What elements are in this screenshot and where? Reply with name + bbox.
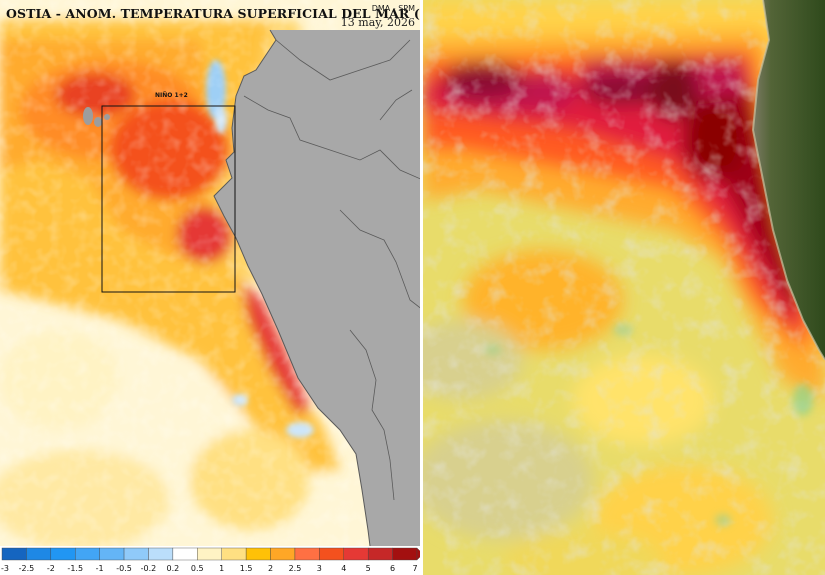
colorbar-swatches bbox=[1, 547, 423, 561]
colorbar-tick-label: 6 bbox=[390, 564, 396, 573]
colorbar-swatch bbox=[319, 547, 344, 561]
colorbar-tick-label: 0.5 bbox=[190, 564, 204, 573]
colorbar-tick-label: -1.5 bbox=[67, 564, 84, 573]
colorbar-swatch bbox=[1, 547, 27, 561]
colorbar-tick-label: -1 bbox=[95, 564, 104, 573]
nino-region-label: NIÑO 1+2 bbox=[155, 92, 188, 99]
colorbar-swatch bbox=[75, 547, 100, 561]
colorbar-tick-label: 2 bbox=[267, 564, 274, 573]
colorbar-tick-label: -3 bbox=[1, 564, 9, 573]
satellite-sst-panel bbox=[423, 0, 825, 575]
colorbar-swatch bbox=[270, 547, 296, 561]
colorbar-swatch bbox=[245, 547, 271, 561]
colorbar: -3 -2.5 -2 -1.5 -1 -0.5 -0.2 0.2 0.5 1 1.5 2 2.5 3 4 5 6… bbox=[0, 546, 423, 575]
agency-label: DMA - SPM bbox=[371, 4, 415, 13]
colorbar-tick-label: 2.5 bbox=[288, 564, 302, 573]
colorbar-tick-label: 4 bbox=[341, 564, 347, 573]
map-title: OSTIA - ANOM. TEMPERATURA SUPERFICIAL DE… bbox=[6, 6, 423, 21]
colorbar-swatch bbox=[50, 547, 76, 561]
colorbar-tick-label: 5 bbox=[365, 564, 371, 573]
map-date: 13 may, 2026 bbox=[340, 16, 415, 29]
colorbar-swatch bbox=[123, 547, 149, 561]
sst-anomaly-map-panel: OSTIA - ANOM. TEMPERATURA SUPERFICIAL DE… bbox=[0, 0, 423, 575]
colorbar-tick-label: 0.2 bbox=[166, 564, 180, 573]
colorbar-swatch bbox=[392, 547, 418, 561]
colorbar-tick-label: 7 bbox=[412, 564, 418, 573]
colorbar-swatch bbox=[99, 547, 125, 561]
sst-anomaly-map bbox=[0, 0, 423, 546]
colorbar-swatch bbox=[294, 547, 320, 561]
colorbar-swatch bbox=[221, 547, 247, 561]
colorbar-swatch bbox=[26, 547, 52, 561]
colorbar-swatch bbox=[367, 547, 393, 561]
colorbar-tick-label: 1 bbox=[219, 564, 225, 573]
colorbar-swatch bbox=[148, 547, 174, 561]
colorbar-tick-label: -0.2 bbox=[140, 564, 157, 573]
satellite-sst-image bbox=[423, 0, 825, 575]
nino-1-2-region-box bbox=[101, 105, 236, 293]
colorbar-tick-label: 1.5 bbox=[239, 564, 253, 573]
panel-divider bbox=[420, 0, 424, 575]
colorbar-swatch bbox=[343, 547, 369, 561]
colorbar-tick-label: -2.5 bbox=[18, 564, 35, 573]
colorbar-tick-label: 3 bbox=[316, 564, 322, 573]
colorbar-tick-label: -2 bbox=[46, 564, 55, 573]
colorbar-tick-label: -0.5 bbox=[116, 564, 132, 573]
colorbar-swatch bbox=[197, 547, 222, 561]
colorbar-swatch bbox=[172, 547, 198, 561]
